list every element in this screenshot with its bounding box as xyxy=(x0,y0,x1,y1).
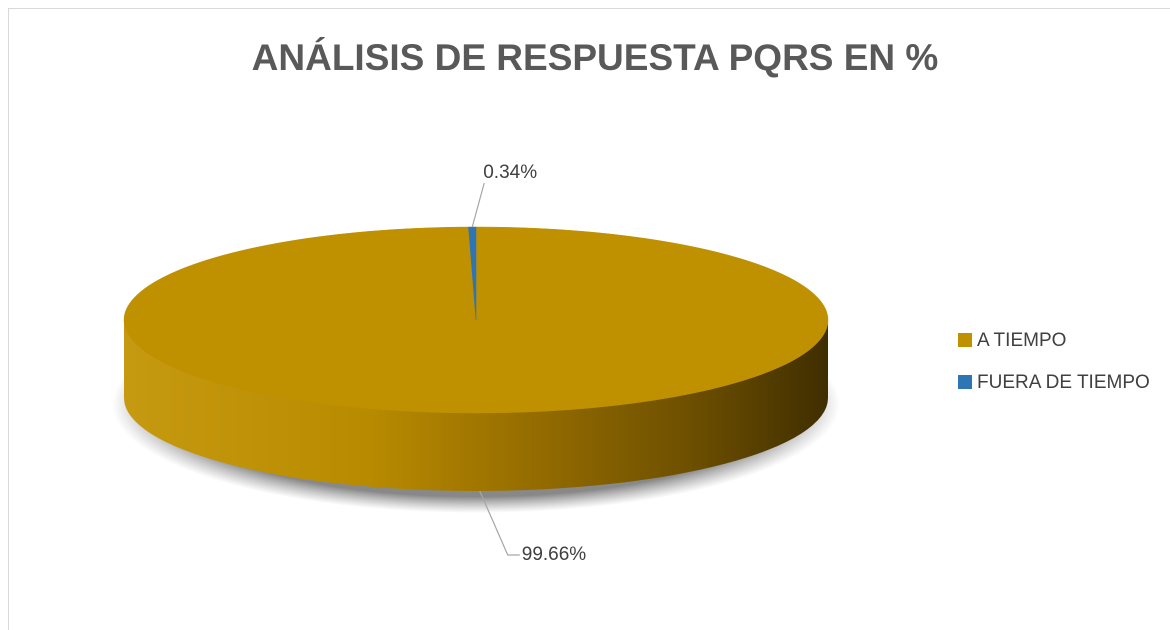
data-label: 99.66% xyxy=(522,544,587,565)
legend-swatch xyxy=(958,333,972,347)
legend-label: FUERA DE TIEMPO xyxy=(977,372,1150,393)
chart-title: ANÁLISIS DE RESPUESTA PQRS EN % xyxy=(252,37,939,78)
data-label: 0.34% xyxy=(483,162,537,183)
legend-swatch xyxy=(958,375,972,389)
leader-line xyxy=(479,490,520,556)
leader-line xyxy=(471,182,485,228)
legend-label: A TIEMPO xyxy=(977,330,1066,351)
pie-side xyxy=(124,320,828,491)
